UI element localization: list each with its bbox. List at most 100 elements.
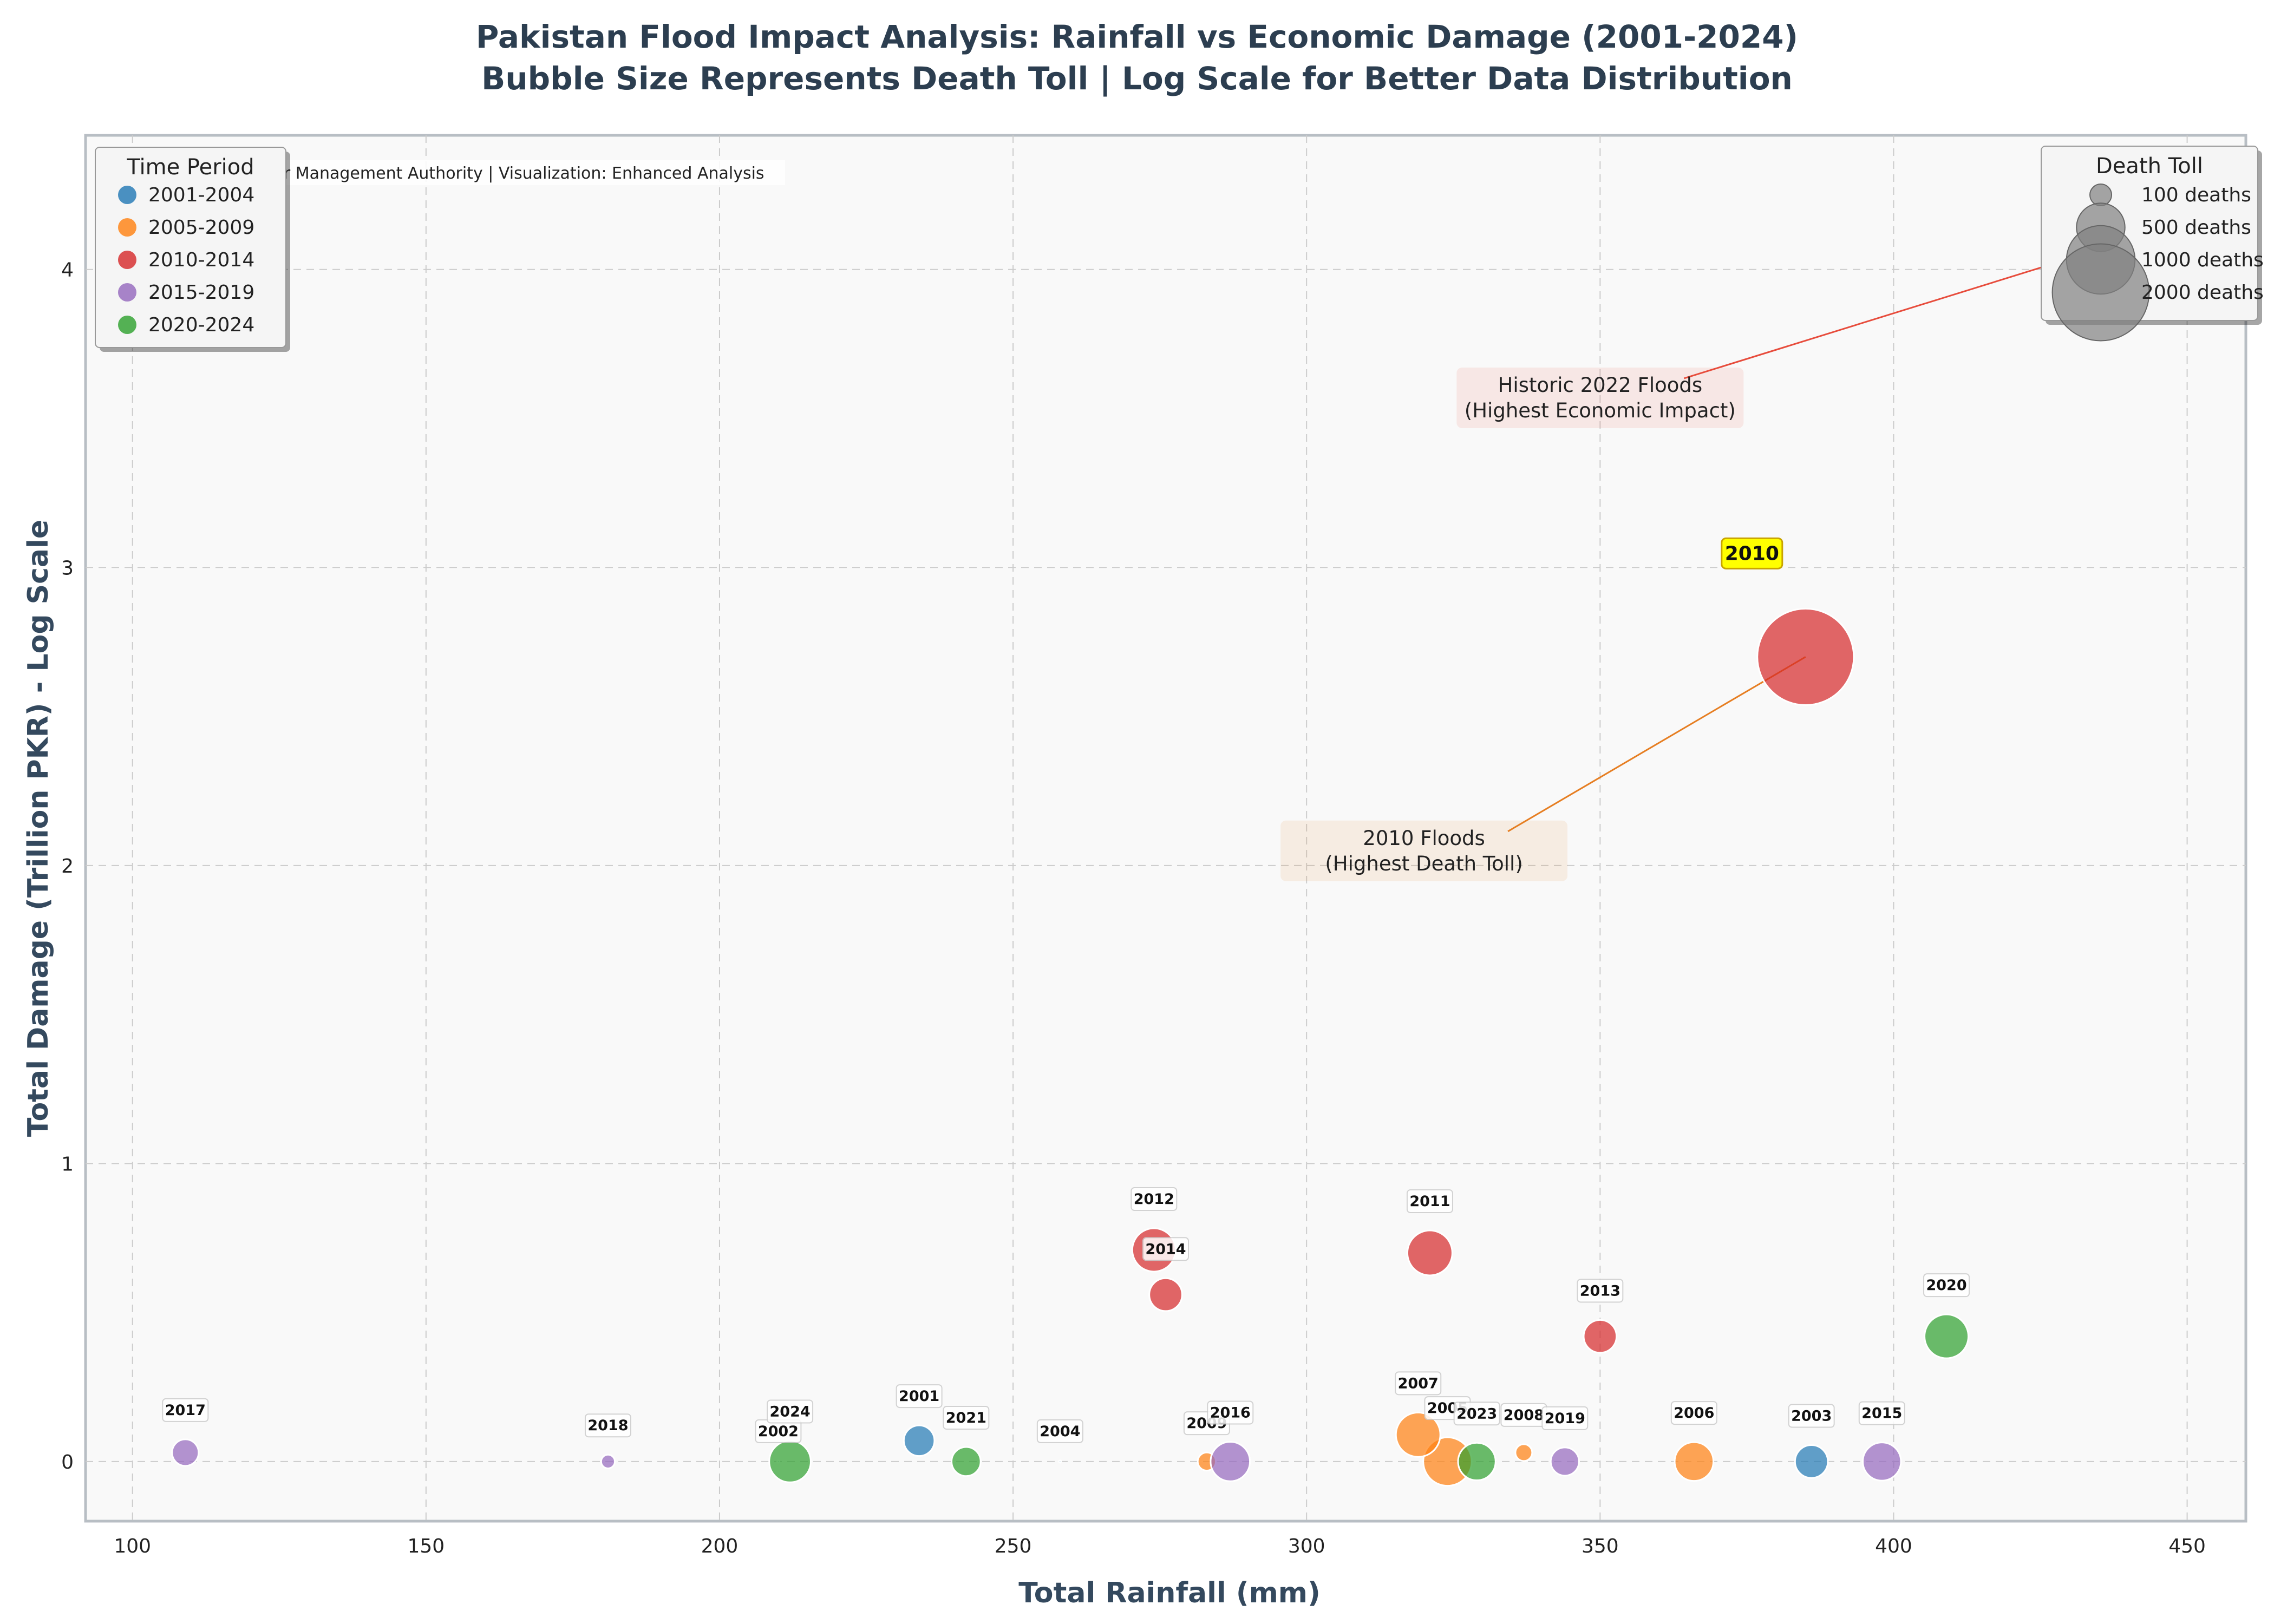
size-legend-entry: 100 deaths xyxy=(2141,184,2251,206)
bubble-2003 xyxy=(1794,1444,1829,1479)
legend-marker xyxy=(118,316,136,334)
svg-text:ster Management Authority | Vi: ster Management Authority | Visualizatio… xyxy=(259,164,764,183)
year-label-2021: 2021 xyxy=(943,1406,990,1430)
svg-text:2015: 2015 xyxy=(1861,1405,1902,1422)
period-legend: Time Period 2001-2004 2005-2009 2010-2014 20… xyxy=(95,147,290,352)
annotation: Historic 2022 Floods(Highest Economic Im… xyxy=(1456,203,2246,428)
year-label-2002: 2002 xyxy=(755,1419,802,1443)
bubble-2021 xyxy=(951,1446,982,1477)
y-axis-label: Total Damage (Trillion PKR) - Log Scale xyxy=(22,520,55,1137)
legend-box xyxy=(95,147,286,348)
svg-text:2020: 2020 xyxy=(1926,1277,1966,1294)
svg-text:2024: 2024 xyxy=(770,1404,811,1420)
bubble-2008 xyxy=(1514,1443,1533,1462)
year-label-2003: 2003 xyxy=(1788,1404,1835,1428)
bubble-2016 xyxy=(1210,1441,1251,1482)
svg-text:2008: 2008 xyxy=(1504,1407,1544,1424)
x-tick-label: 350 xyxy=(1582,1535,1619,1557)
svg-text:2006: 2006 xyxy=(1674,1405,1714,1422)
x-tick-label: 400 xyxy=(1875,1535,1912,1557)
y-tick-label: 0 xyxy=(61,1451,74,1474)
svg-text:2002: 2002 xyxy=(758,1423,799,1440)
annotation-line1: 2010 Floods xyxy=(1363,827,1485,850)
bubble-2011 xyxy=(1406,1229,1453,1276)
legend-marker xyxy=(118,186,136,204)
year-label-2012: 2012 xyxy=(1131,1187,1178,1212)
legend-entry: 2015-2019 xyxy=(148,281,254,304)
x-tick-label: 200 xyxy=(701,1535,739,1557)
plot-area xyxy=(84,134,2247,1523)
year-label-2013: 2013 xyxy=(1577,1279,1624,1303)
legend-title: Time Period xyxy=(126,155,254,180)
year-label-2006: 2006 xyxy=(1670,1401,1717,1425)
size-legend-entry: 1000 deaths xyxy=(2141,249,2264,271)
svg-text:2021: 2021 xyxy=(946,1410,986,1426)
size-legend-marker xyxy=(2051,243,2150,342)
bubble-2017 xyxy=(171,1438,200,1467)
svg-text:2010: 2010 xyxy=(1725,542,1779,565)
annotation: 2010 Floods(Highest Death Toll) xyxy=(1280,656,1806,881)
death-toll-legend: Death Toll 100 deaths 500 deaths 1000 death… xyxy=(2041,146,2264,342)
svg-text:2013: 2013 xyxy=(1580,1282,1620,1299)
year-label-2011: 2011 xyxy=(1406,1189,1453,1214)
year-label-2018: 2018 xyxy=(584,1413,631,1438)
legend-entry: 2010-2014 xyxy=(148,249,254,271)
year-label-2004: 2004 xyxy=(1036,1419,1083,1443)
legend-marker xyxy=(118,283,136,302)
year-label-2017: 2017 xyxy=(162,1398,209,1422)
bubble-2004 xyxy=(1058,1459,1062,1464)
bubble-2023 xyxy=(1457,1442,1497,1482)
size-legend-entry: 2000 deaths xyxy=(2141,281,2264,304)
legend-entry: 2001-2004 xyxy=(148,184,254,206)
svg-text:2018: 2018 xyxy=(587,1417,628,1434)
annotation-box xyxy=(1456,367,1744,428)
bubble-2024 xyxy=(768,1440,812,1483)
source-note: ster Management Authority | Visualizatio… xyxy=(254,160,785,185)
year-label-2010: 2010 xyxy=(1721,537,1783,569)
annotation-box xyxy=(1280,820,1568,881)
bubble-2001 xyxy=(903,1424,936,1457)
svg-text:2011: 2011 xyxy=(1409,1193,1450,1210)
year-label-2023: 2023 xyxy=(1453,1402,1500,1426)
svg-text:2019: 2019 xyxy=(1545,1410,1585,1427)
svg-text:2004: 2004 xyxy=(1040,1423,1080,1440)
size-legend-title: Death Toll xyxy=(2096,154,2203,179)
chart-subtitle: Bubble Size Represents Death Toll | Log … xyxy=(481,60,1793,97)
svg-text:2017: 2017 xyxy=(165,1402,206,1419)
size-legend-entry: 500 deaths xyxy=(2141,217,2251,239)
size-legend-marker xyxy=(2089,184,2112,206)
legend-entry: 2005-2009 xyxy=(148,217,254,239)
svg-text:2003: 2003 xyxy=(1791,1408,1832,1425)
bubble-2020 xyxy=(1924,1313,1970,1359)
bubble-2014 xyxy=(1148,1277,1183,1312)
x-tick-label: 450 xyxy=(2168,1535,2206,1557)
annotation-line2: (Highest Death Toll) xyxy=(1325,852,1522,875)
x-tick-label: 250 xyxy=(995,1535,1032,1557)
x-tick-label: 300 xyxy=(1288,1535,1325,1557)
bubble-2019 xyxy=(1550,1446,1580,1477)
y-tick-label: 2 xyxy=(61,855,74,878)
year-label-2015: 2015 xyxy=(1858,1401,1905,1425)
annotations: Historic 2022 Floods(Highest Economic Im… xyxy=(1280,203,2246,881)
x-axis-label: Total Rainfall (mm) xyxy=(1018,1577,1321,1609)
year-label-2001: 2001 xyxy=(896,1384,943,1409)
svg-text:2001: 2001 xyxy=(899,1388,939,1405)
svg-text:2014: 2014 xyxy=(1145,1241,1186,1258)
svg-text:2007: 2007 xyxy=(1398,1375,1439,1392)
svg-text:2016: 2016 xyxy=(1210,1405,1251,1422)
year-label-2024: 2024 xyxy=(767,1399,814,1424)
bubble-2010 xyxy=(1756,607,1855,706)
legend-marker xyxy=(118,218,136,237)
chart-title: Pakistan Flood Impact Analysis: Rainfall… xyxy=(476,18,1798,55)
bubble-2018 xyxy=(600,1453,616,1470)
year-label-2016: 2016 xyxy=(1207,1400,1254,1425)
x-tick-label: 100 xyxy=(114,1535,151,1557)
x-tick-label: 150 xyxy=(407,1535,445,1557)
legend-entry: 2020-2024 xyxy=(148,314,254,336)
axis-ticks: 100 150 200 250 300 350 400 450 0 1 2 3 4 xyxy=(61,259,2206,1557)
year-label-2007: 2007 xyxy=(1395,1371,1442,1396)
bubble-2006 xyxy=(1674,1441,1715,1482)
annotation-arrow xyxy=(1507,656,1806,833)
